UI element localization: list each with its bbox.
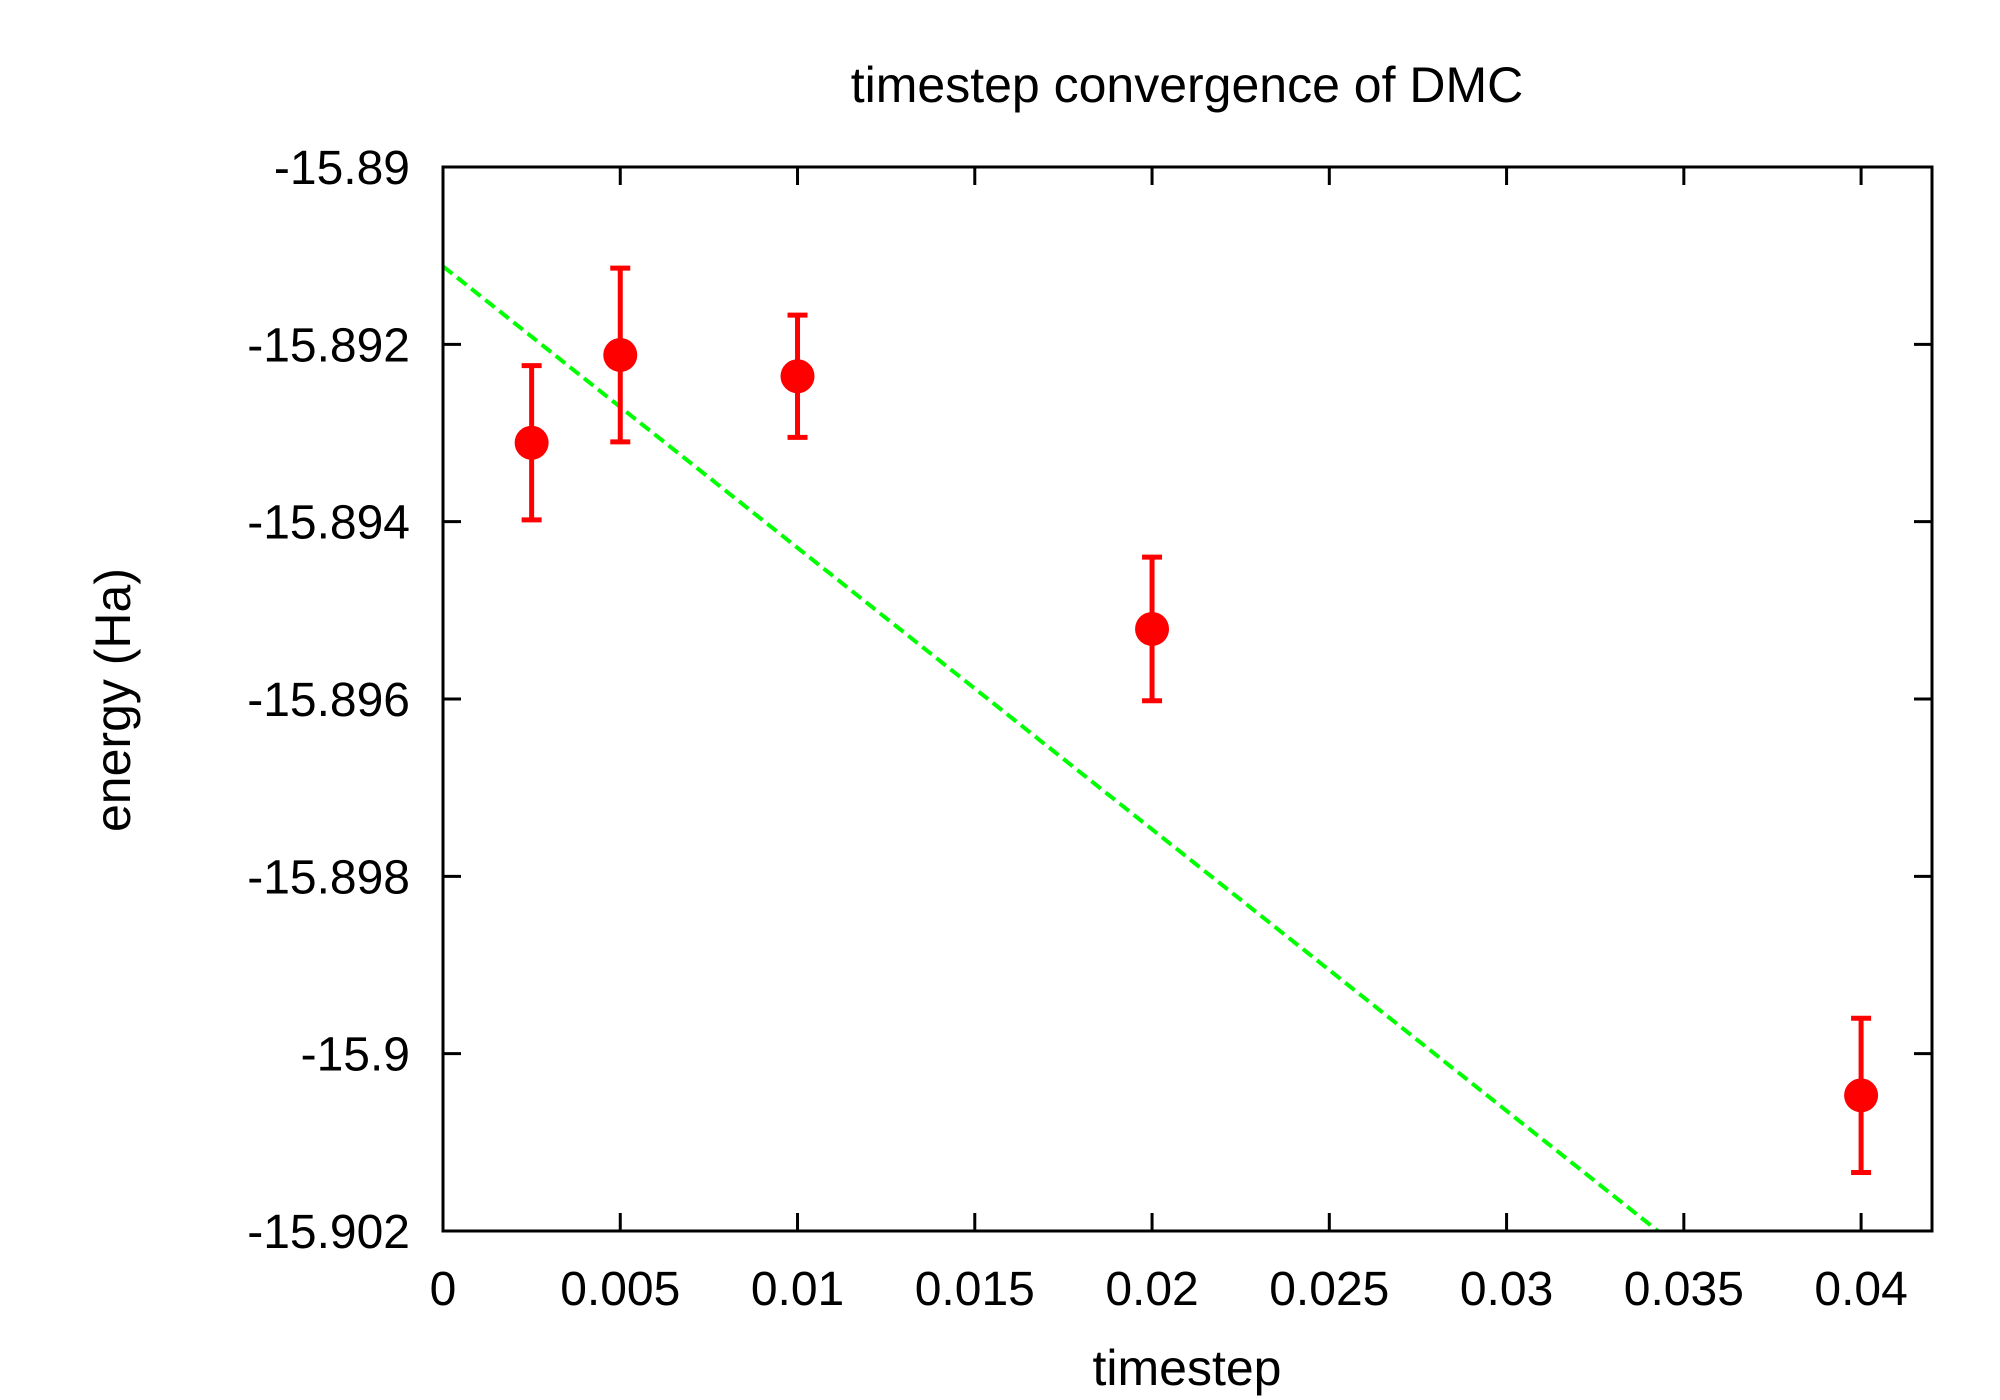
x-tick-label: 0.015 xyxy=(915,1263,1035,1316)
x-tick-label: 0 xyxy=(430,1263,457,1316)
x-axis-label: timestep xyxy=(1093,1340,1282,1396)
y-tick-label: -15.902 xyxy=(247,1206,410,1259)
data-point xyxy=(780,359,815,394)
data-point xyxy=(514,425,549,460)
x-tick-label: 0.01 xyxy=(751,1263,844,1316)
data-point xyxy=(1844,1078,1879,1113)
data-layer xyxy=(443,264,1879,1231)
y-tick-label: -15.9 xyxy=(301,1029,410,1082)
data-point xyxy=(1135,611,1170,646)
x-tick-label: 0.03 xyxy=(1460,1263,1553,1316)
plot-frame xyxy=(441,165,1934,1233)
chart-title: timestep convergence of DMC xyxy=(851,57,1524,113)
data-point xyxy=(603,337,638,372)
x-tick-label: 0.025 xyxy=(1269,1263,1389,1316)
x-tick-label: 0.035 xyxy=(1624,1263,1744,1316)
fit-line xyxy=(443,264,1662,1231)
tick-labels: 0 0.005 0.01 0.015 0.02 0.025 0.03 0.035 0.04 -15… xyxy=(247,142,1908,1316)
x-tick-label: 0.02 xyxy=(1105,1263,1198,1316)
y-tick-label: -15.894 xyxy=(247,497,410,550)
x-tick-label: 0.005 xyxy=(560,1263,680,1316)
x-tick-label: 0.04 xyxy=(1814,1263,1907,1316)
y-tick-label: -15.89 xyxy=(274,142,410,195)
y-axis-label: energy (Ha) xyxy=(85,568,141,832)
y-tick-label: -15.898 xyxy=(247,851,410,904)
y-tick-label: -15.892 xyxy=(247,319,410,372)
y-tick-label: -15.896 xyxy=(247,674,410,727)
